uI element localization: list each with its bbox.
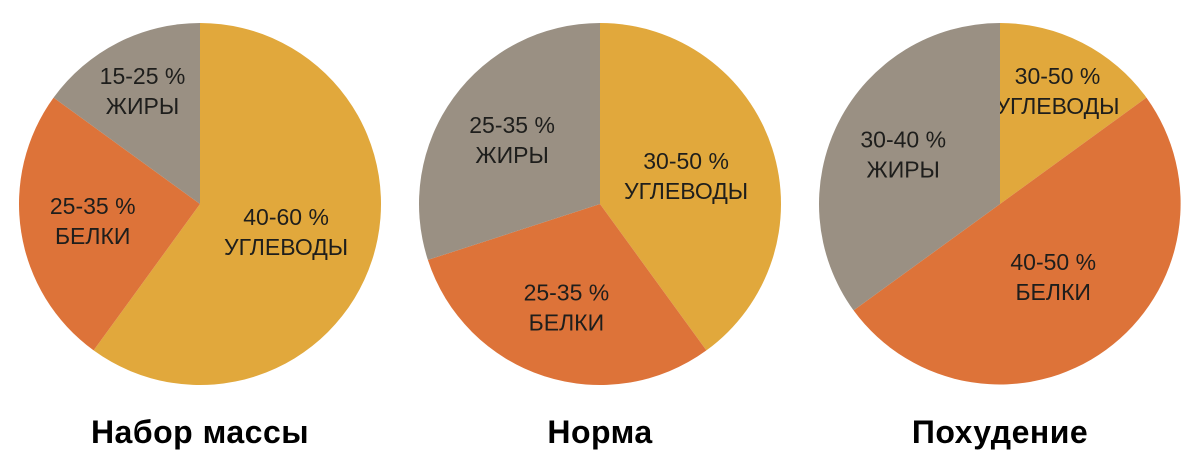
pie-slice-carbs xyxy=(1000,23,1147,204)
pie-norm: 30-50 % УГЛЕВОДЫ 25-35 % БЕЛКИ 25-35 % ЖИРЫ xyxy=(419,23,781,385)
pie-mass-gain: 40-60 % УГЛЕВОДЫ 25-35 % БЕЛКИ 15-25 % ЖИРЫ xyxy=(19,23,382,385)
pie-chart-norm: 30-50 % УГЛЕВОДЫ 25-35 % БЕЛКИ 25-35 % ЖИРЫ Н… xyxy=(400,0,800,474)
pie-chart-weight-loss: 30-50 % УГЛЕВОДЫ 40-50 % БЕЛКИ 30-40 % ЖИРЫ П… xyxy=(800,0,1200,474)
pie-slice-proteins xyxy=(19,97,201,351)
pie-slice-carbs xyxy=(93,23,382,385)
slice-label-carbs: 40-60 % УГЛЕВОДЫ xyxy=(224,204,348,260)
slice-label-proteins: 25-35 % БЕЛКИ xyxy=(50,193,136,249)
slice-label-carbs: 30-50 % УГЛЕВОДЫ xyxy=(624,148,748,204)
pie-slice-fats xyxy=(53,23,200,204)
pie-slice-proteins xyxy=(427,204,707,385)
pie-slice-fats xyxy=(419,23,600,260)
chart-title-mass-gain: Набор массы xyxy=(90,414,310,450)
chart-title-norm: Норма xyxy=(547,414,653,450)
slice-label-fats: 15-25 % ЖИРЫ xyxy=(100,63,186,119)
slice-label-fats: 25-35 % ЖИРЫ xyxy=(469,112,555,168)
pie-chart-mass-gain: 40-60 % УГЛЕВОДЫ 25-35 % БЕЛКИ 15-25 % ЖИРЫ Н… xyxy=(0,0,400,474)
slice-label-proteins: 25-35 % БЕЛКИ xyxy=(524,279,610,335)
pie-slice-fats xyxy=(819,23,1000,311)
pie-weight-loss: 30-50 % УГЛЕВОДЫ 40-50 % БЕЛКИ 30-40 % ЖИРЫ xyxy=(819,23,1181,385)
slice-label-fats: 30-40 % ЖИРЫ xyxy=(860,127,946,183)
chart-title-weight-loss: Похудение xyxy=(911,414,1089,450)
slice-label-proteins: 40-50 % БЕЛКИ xyxy=(1010,249,1096,305)
pie-slice-proteins xyxy=(853,97,1181,385)
pie-slice-carbs xyxy=(600,23,781,351)
slice-label-carbs: 30-50 % УГЛЕВОДЫ xyxy=(995,63,1119,119)
